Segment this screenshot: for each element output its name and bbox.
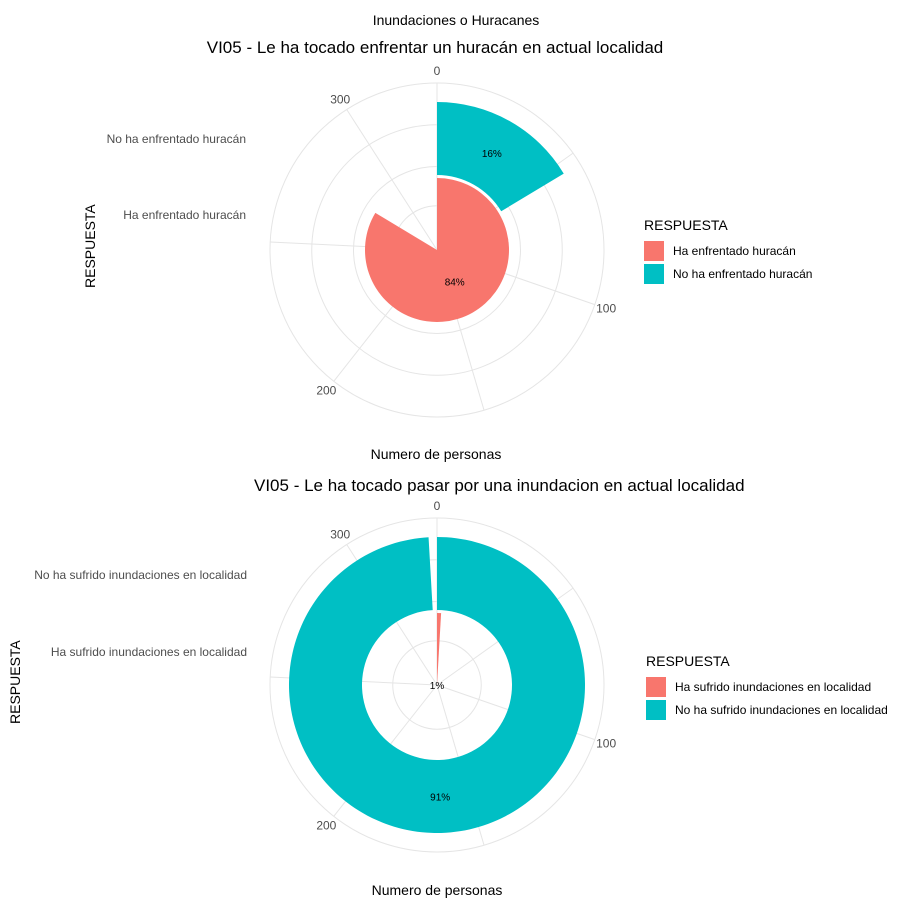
theta-tick-label: 300 (330, 92, 350, 106)
legend-title: RESPUESTA (644, 217, 728, 233)
legend-label: Ha sufrido inundaciones en localidad (675, 679, 872, 694)
category-label: No ha sufrido inundaciones en localidad (34, 568, 247, 582)
figure-title: Inundaciones o Huracanes (372, 12, 540, 28)
legend-title: RESPUESTA (646, 653, 730, 669)
legend-swatch (646, 676, 666, 697)
legend-item: Ha enfrentado huracán (644, 239, 812, 262)
theta-tick-label: 100 (596, 302, 616, 316)
legend-label: No ha sufrido inundaciones en localidad (675, 702, 888, 717)
legend: RESPUESTA Ha enfrentado huracán No ha en… (644, 217, 812, 285)
legend-swatch (644, 263, 664, 284)
legend-label: Ha enfrentado huracán (673, 243, 796, 258)
chart-panel-huracan: VI05 - Le ha tocado enfrentar un huracán… (82, 38, 812, 462)
theta-tick-label: 0 (434, 499, 441, 513)
grid-radial-line (346, 109, 438, 251)
polar-bar (289, 537, 586, 834)
category-label: Ha enfrentado huracán (123, 208, 246, 222)
x-axis-label: Numero de personas (371, 882, 503, 898)
legend-swatch (646, 699, 666, 720)
polar-bar (365, 178, 509, 323)
theta-tick-label: 300 (330, 527, 350, 541)
polar-bar (437, 613, 442, 685)
legend-item: No ha sufrido inundaciones en localidad (646, 698, 888, 721)
data-label: 1% (430, 681, 445, 692)
theta-tick-label: 200 (316, 819, 336, 833)
polar-bar (437, 102, 564, 212)
polar-chart: 0 100 200 300 84% 16% (269, 64, 616, 418)
x-axis-label: Numero de personas (370, 446, 502, 462)
theta-tick-label: 0 (434, 64, 441, 78)
legend: RESPUESTA Ha sufrido inundaciones en loc… (646, 653, 888, 721)
chart-title: VI05 - Le ha tocado enfrentar un huracán… (206, 38, 664, 57)
data-label: 84% (445, 277, 465, 288)
legend-label: No ha enfrentado huracán (673, 266, 813, 281)
legend-item: Ha sufrido inundaciones en localidad (646, 675, 888, 698)
theta-tick-label: 200 (316, 384, 336, 398)
legend-swatch (644, 240, 664, 261)
theta-tick-label: 100 (596, 737, 616, 751)
category-label: No ha enfrentado huracán (106, 132, 246, 146)
legend-item: No ha enfrentado huracán (644, 262, 812, 285)
chart-title: VI05 - Le ha tocado pasar por una inunda… (254, 476, 745, 495)
data-label: 16% (482, 149, 502, 160)
data-label: 91% (430, 792, 450, 803)
category-label: Ha sufrido inundaciones en localidad (50, 645, 247, 659)
